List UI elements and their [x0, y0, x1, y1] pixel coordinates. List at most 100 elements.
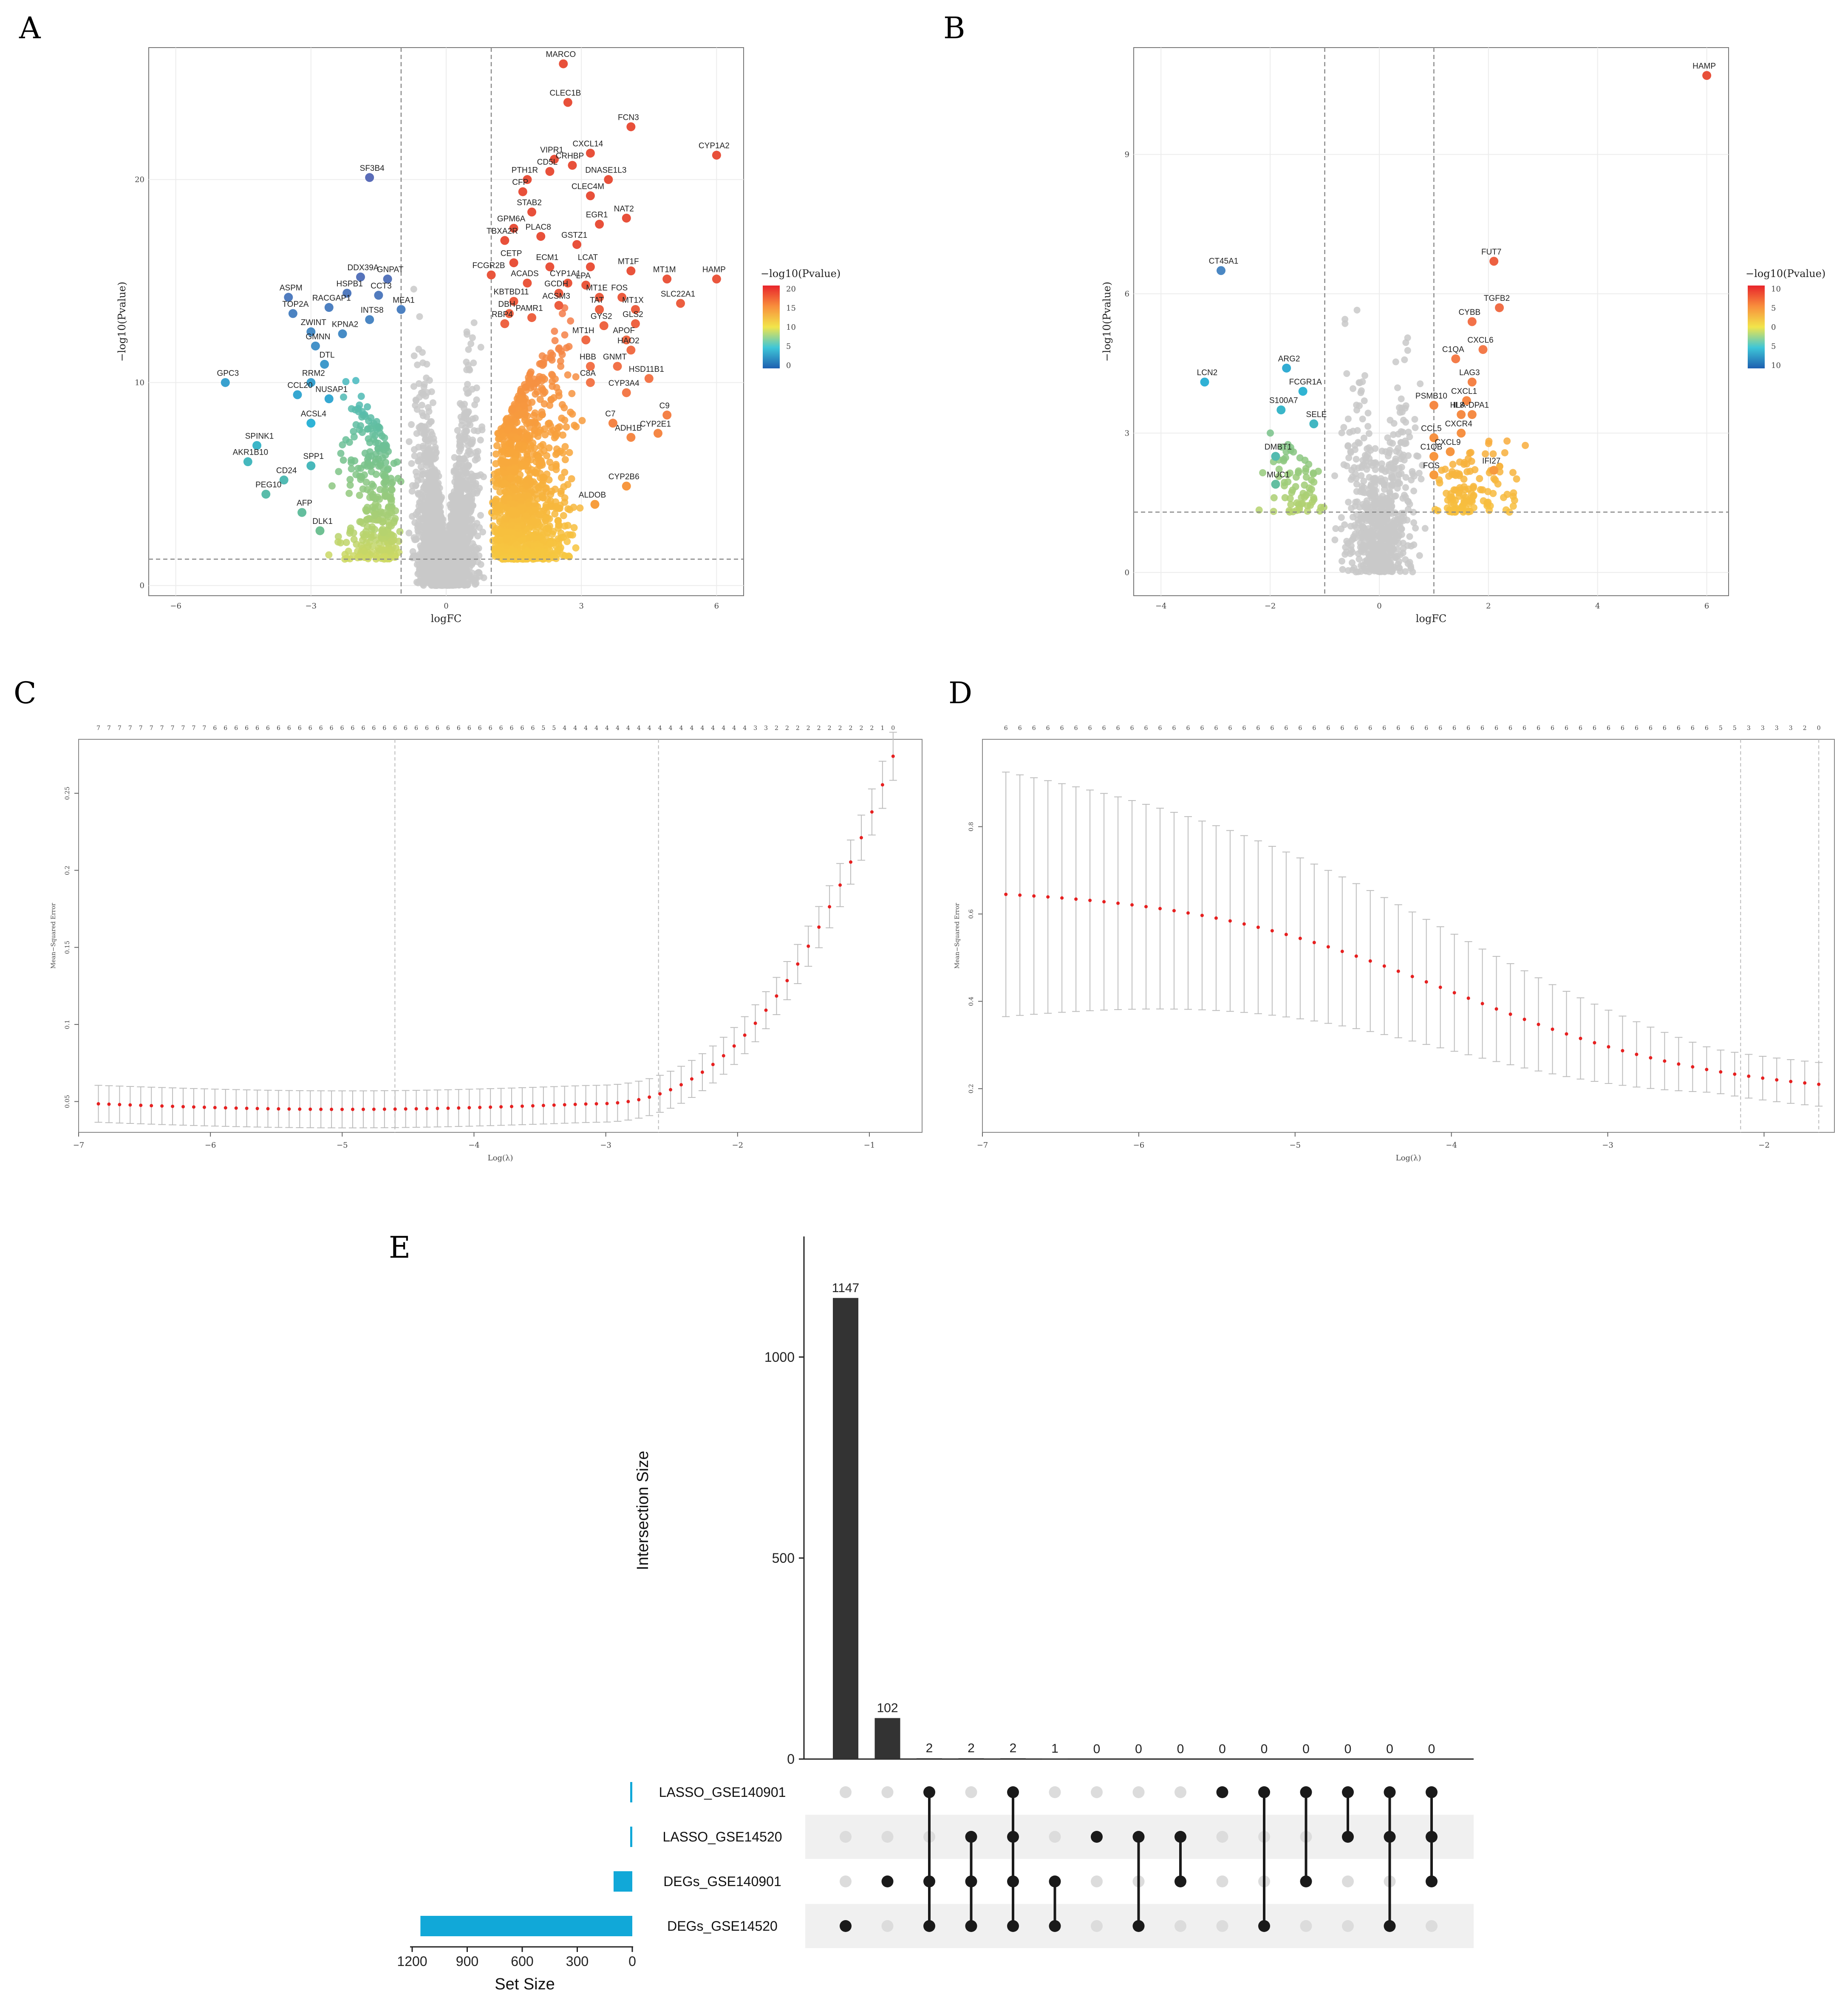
grey-point	[1375, 564, 1383, 571]
grey-point	[429, 399, 436, 406]
x-tick-label: −4	[1155, 602, 1167, 611]
grey-point	[416, 490, 424, 498]
grey-point	[467, 340, 475, 347]
grey-point	[1384, 525, 1392, 532]
grey-point	[466, 367, 473, 374]
grey-point	[429, 582, 436, 589]
down-point	[369, 503, 376, 511]
up-point	[538, 408, 546, 416]
down-point	[325, 551, 333, 559]
panel-letter: A	[19, 11, 41, 45]
grey-point	[1349, 559, 1356, 566]
up-point	[564, 522, 572, 529]
grey-point	[1340, 424, 1347, 431]
down-point	[381, 471, 389, 479]
grey-point	[1378, 447, 1386, 455]
up-point	[496, 536, 504, 544]
grey-point	[470, 484, 477, 491]
grey-point	[428, 418, 435, 425]
gene-label: CD24	[276, 467, 297, 475]
grey-point	[448, 547, 455, 554]
grey-point	[432, 446, 439, 453]
labeled-point	[536, 232, 546, 241]
gene-label: TBXA2R	[487, 227, 518, 236]
labeled-point	[622, 213, 631, 223]
grey-point	[1401, 440, 1408, 447]
grey-point	[1372, 466, 1379, 473]
down-point	[365, 417, 372, 425]
up-point	[570, 524, 578, 532]
up-point	[513, 435, 521, 443]
up-point	[564, 371, 572, 379]
down-point	[391, 515, 399, 522]
grey-point	[1388, 510, 1395, 517]
gene-label: CCT3	[371, 282, 392, 291]
grey-point	[1352, 498, 1359, 506]
down-point	[379, 442, 387, 450]
grey-point	[461, 401, 468, 408]
gene-label: LPA	[576, 272, 591, 280]
gene-label: C8A	[580, 369, 596, 378]
legend-tick: 15	[786, 304, 796, 313]
labeled-point	[554, 301, 563, 310]
grey-point	[416, 313, 423, 320]
down-point	[359, 485, 367, 493]
up-point	[559, 431, 567, 439]
up-point	[555, 388, 563, 396]
up-point	[496, 518, 504, 526]
down-point	[342, 436, 350, 444]
grey-point	[1404, 560, 1412, 567]
gene-label: FCGR2B	[473, 261, 505, 270]
up-point	[554, 535, 562, 543]
labeled-point	[374, 291, 383, 300]
y-tick-label: 10	[135, 378, 144, 387]
down-point	[388, 478, 396, 486]
grey-point	[419, 471, 426, 478]
gene-label: FOS	[611, 284, 628, 293]
up-point	[538, 459, 546, 467]
up-point	[519, 462, 526, 470]
grey-point	[456, 562, 464, 569]
grey-point	[1388, 474, 1395, 481]
gene-label: EGR1	[586, 211, 608, 220]
labeled-point	[622, 481, 631, 491]
gene-label: SPINK1	[245, 432, 274, 441]
grey-point	[469, 559, 476, 566]
up-point	[559, 449, 567, 457]
gene-label: C9	[659, 402, 670, 410]
gene-label: CETP	[501, 249, 522, 258]
grey-point	[419, 412, 427, 419]
grey-point	[1369, 488, 1376, 495]
labeled-point	[320, 359, 329, 369]
grey-point	[411, 446, 418, 453]
gene-label: LCAT	[578, 253, 598, 262]
grey-point	[1398, 428, 1405, 435]
up-point	[526, 370, 534, 377]
grey-point	[465, 346, 472, 353]
grey-point	[468, 495, 475, 502]
labeled-point	[622, 388, 631, 397]
labeled-point	[559, 59, 568, 68]
x-tick-label: 6	[714, 602, 719, 611]
grey-point	[1344, 415, 1352, 422]
down-point	[382, 478, 389, 485]
down-point	[356, 492, 363, 499]
grey-point	[414, 557, 421, 564]
up-point	[511, 552, 518, 560]
grey-point	[1415, 453, 1422, 460]
grey-point	[453, 481, 461, 488]
up-point	[1500, 494, 1508, 501]
gene-label: KBTBD11	[494, 288, 529, 297]
grey-point	[1352, 530, 1359, 537]
gene-label: CLEC4M	[572, 182, 604, 191]
grey-point	[418, 402, 425, 409]
gene-label: ECM1	[536, 253, 559, 262]
gene-label: GLS2	[623, 310, 643, 319]
gene-label: SF3B4	[360, 164, 385, 173]
down-point	[337, 450, 345, 457]
gene-label: MT1M	[653, 266, 676, 274]
grey-point	[451, 515, 458, 522]
gene-label: HBB	[580, 353, 596, 362]
grey-point	[1410, 487, 1418, 495]
gene-label: ALDOB	[579, 491, 606, 500]
